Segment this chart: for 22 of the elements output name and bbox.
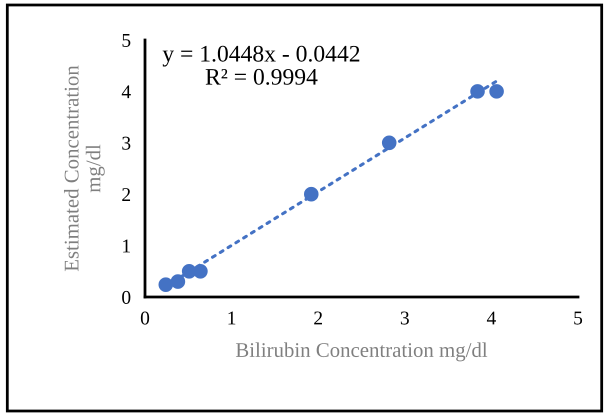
x-tick-label: 5 (574, 312, 582, 325)
annotation: y = 1.0448x - 0.0442 R² = 0.9994 (162, 46, 360, 85)
y-tick-label: 4 (122, 85, 131, 98)
x-tick-label: 4 (486, 312, 496, 324)
y-tick-label: 0 (122, 290, 130, 304)
x-tick-label: 1 (228, 312, 236, 324)
x-tick-label: 2 (314, 312, 322, 324)
point (193, 264, 208, 279)
y-tick-label: 2 (122, 188, 130, 201)
point (470, 84, 485, 99)
x-tick-label: 3 (400, 312, 409, 325)
point (304, 186, 319, 202)
x-tick-label: 0 (140, 311, 150, 325)
point (382, 136, 396, 150)
y-axis-title: Estimated Concentration mg/dl (64, 66, 105, 272)
y-tick-label: 5 (122, 34, 130, 47)
y-tick-label: 1 (123, 240, 130, 252)
point (158, 277, 174, 292)
point (489, 84, 504, 99)
point (170, 274, 186, 289)
x-axis-title: Bilirubin Concentration mg/dl (236, 342, 488, 362)
y-tick-label: 3 (122, 136, 130, 150)
